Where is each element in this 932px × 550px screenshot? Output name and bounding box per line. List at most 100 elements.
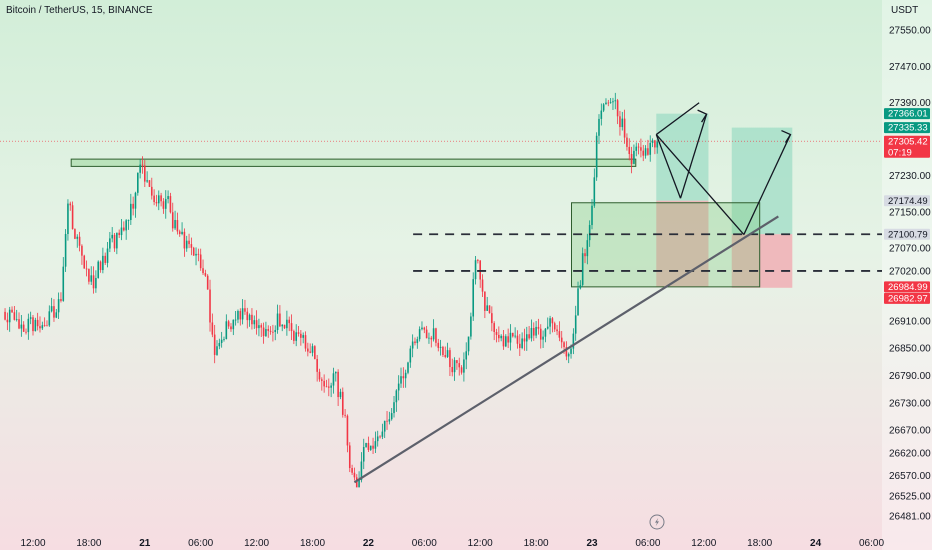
candle-body [297, 332, 300, 334]
candle-body [509, 332, 512, 343]
time-tick-label: 24 [810, 538, 822, 549]
candle [567, 352, 570, 364]
candle-body [358, 480, 360, 488]
candle [374, 431, 377, 453]
price-badge-7: 26982.97 [884, 292, 930, 304]
projection-path-1-down[interactable] [655, 134, 682, 199]
candle-body [351, 468, 353, 473]
candle-body [656, 141, 659, 148]
candle [18, 312, 20, 330]
candle [272, 324, 274, 342]
candle [328, 378, 330, 397]
price-badge-4: 27174.49 [884, 195, 930, 207]
candle [174, 210, 176, 230]
candle [558, 321, 561, 342]
candle [113, 232, 116, 252]
candle-body [88, 269, 90, 282]
candle [416, 336, 419, 349]
projection-path-1-up[interactable] [655, 102, 700, 136]
candle-body [183, 231, 186, 249]
projection-path-1-rise[interactable] [679, 113, 708, 199]
candle-body [69, 203, 72, 206]
price-scale[interactable]: 27550.00 27470.00 27390.00 27230.00 27150.00… [889, 26, 931, 523]
candle [404, 369, 407, 388]
candle [246, 307, 249, 329]
candle-body [567, 353, 570, 357]
ascending-trendline[interactable] [353, 215, 779, 484]
candle [532, 322, 535, 341]
long-position-1-target-zone[interactable] [656, 113, 709, 201]
candle-body [185, 240, 188, 249]
projection-path-2-rise[interactable] [743, 134, 792, 235]
long-position-2-stop-zone[interactable] [731, 234, 793, 288]
candle [148, 179, 151, 188]
price-badge-value: 26984.99 [888, 282, 928, 293]
candle-body [53, 306, 55, 318]
price-scale-panel[interactable] [882, 0, 932, 550]
candle-body [116, 232, 118, 249]
candle-body [192, 247, 195, 256]
candle-body [328, 386, 330, 388]
candle [274, 325, 277, 341]
candle-body [95, 277, 97, 289]
candle-body [518, 343, 521, 348]
candle-body [85, 268, 88, 270]
candle [430, 335, 433, 348]
candle-body [279, 313, 281, 327]
candle-body [444, 355, 447, 357]
candle [11, 306, 13, 313]
time-tick-label: 06:00 [859, 538, 884, 549]
candle [279, 305, 281, 328]
candle [262, 322, 265, 344]
candle-body [421, 327, 423, 330]
candle-body [367, 443, 370, 450]
candle-body [400, 376, 402, 384]
candle-body [598, 118, 600, 136]
timezone-lightning-icon[interactable] [649, 514, 665, 530]
candle-body [97, 261, 100, 278]
price-tick-label: 26790.00 [889, 371, 931, 382]
time-scale[interactable]: 12:00 18:00 21 06:00 12:00 18:00 22 06:00 12:00 1… [20, 538, 884, 549]
candle-body [474, 260, 477, 280]
candle [425, 325, 428, 339]
candle [493, 321, 495, 341]
candle-body [546, 326, 549, 329]
candle-body [283, 324, 286, 329]
candle-body [27, 318, 30, 333]
candle [220, 331, 223, 348]
candle [495, 328, 498, 343]
price-tick-label: 26730.00 [889, 398, 931, 409]
candle-body [556, 329, 558, 332]
candle-body [223, 338, 225, 340]
candle-body [586, 240, 589, 257]
long-position-2-target-zone[interactable] [731, 127, 793, 235]
candle-body [6, 319, 9, 323]
candle-body [178, 231, 181, 235]
candle [383, 420, 386, 439]
long-position-1-stop-zone[interactable] [656, 200, 709, 287]
candle [423, 326, 426, 334]
candle [34, 317, 37, 332]
supply-zone-rectangle[interactable] [70, 158, 637, 167]
candle [127, 219, 130, 230]
candle [428, 332, 430, 344]
candle-body [479, 260, 481, 280]
candle-body [227, 321, 230, 327]
candle [22, 321, 25, 332]
candle [60, 292, 62, 303]
candle-body [32, 317, 34, 332]
candle [432, 319, 435, 342]
candle [99, 260, 102, 273]
candle-body [372, 445, 374, 449]
candle [251, 308, 253, 330]
candle [593, 168, 596, 208]
projection-path-2-down[interactable] [655, 134, 745, 236]
candle [307, 342, 309, 357]
candle [528, 326, 530, 340]
candle [456, 360, 458, 370]
candle-body [11, 309, 13, 313]
candle-body [13, 312, 16, 320]
candle [451, 358, 454, 377]
candle [255, 310, 258, 335]
